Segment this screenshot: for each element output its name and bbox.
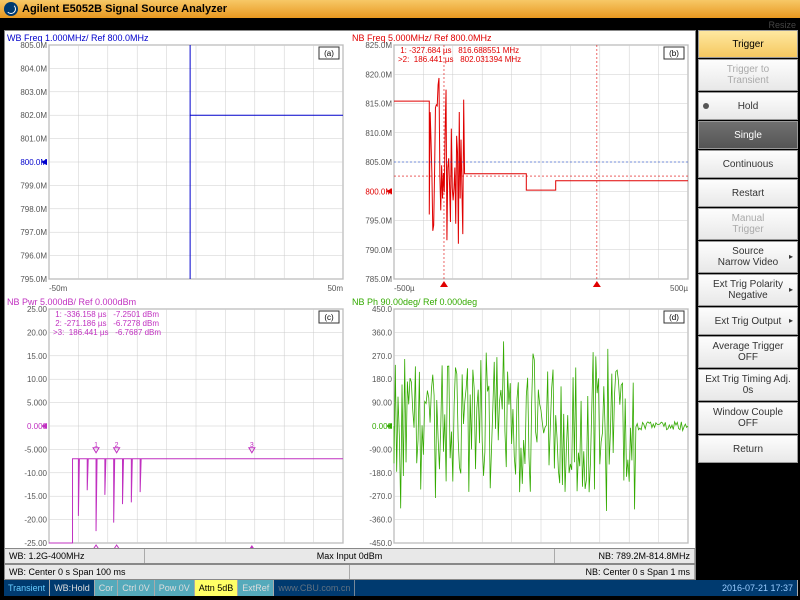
side-btn-11[interactable]: Ext Trig Timing Adj. 0s: [698, 369, 798, 401]
app-title: Agilent E5052B Signal Source Analyzer: [22, 3, 227, 15]
svg-text:790.0M: 790.0M: [365, 246, 392, 255]
svg-text:810.0M: 810.0M: [365, 129, 392, 138]
svg-text:825.0M: 825.0M: [365, 41, 392, 50]
svg-text:360.0: 360.0: [372, 328, 393, 337]
svg-text:798.0M: 798.0M: [20, 205, 47, 214]
svg-text:-5.000: -5.000: [24, 445, 47, 454]
side-btn-5[interactable]: Restart: [698, 179, 798, 207]
status-cell-2: Pow 0V: [155, 580, 195, 596]
side-btn-1[interactable]: Trigger to Transient: [698, 59, 798, 91]
svg-text:15.00: 15.00: [27, 352, 48, 361]
watermark: www.CBU.com.cn: [274, 580, 355, 596]
side-btn-6[interactable]: Manual Trigger: [698, 208, 798, 240]
side-btn-10[interactable]: Average Trigger OFF: [698, 336, 798, 368]
side-btn-9[interactable]: Ext Trig Output▸: [698, 307, 798, 335]
svg-text:805.0M: 805.0M: [365, 158, 392, 167]
svg-text:1: 1: [94, 442, 98, 449]
status-cell-4: ExtRef: [238, 580, 274, 596]
svg-text:-15.00: -15.00: [24, 492, 47, 501]
status-wb-span: WB: Center 0 s Span 100 ms: [5, 565, 350, 579]
trig-state: WB: Hold: [50, 580, 95, 596]
status-wb: WB: 1.2G-400MHz: [5, 549, 145, 563]
svg-text:795.0M: 795.0M: [20, 275, 47, 284]
mode-transient[interactable]: Transient: [4, 580, 50, 596]
svg-text:802.0M: 802.0M: [20, 111, 47, 120]
status-cell-1: Ctrl 0V: [118, 580, 155, 596]
svg-text:795.0M: 795.0M: [365, 217, 392, 226]
side-btn-0[interactable]: Trigger: [698, 30, 798, 58]
svg-text:(d): (d): [669, 313, 679, 322]
svg-text:801.0M: 801.0M: [20, 135, 47, 144]
svg-text:5.000: 5.000: [27, 399, 48, 408]
side-btn-7[interactable]: Source Narrow Video▸: [698, 241, 798, 273]
svg-text:804.0M: 804.0M: [20, 64, 47, 73]
side-btn-8[interactable]: Ext Trig Polarity Negative▸: [698, 274, 798, 306]
svg-text:25.00: 25.00: [27, 305, 48, 314]
side-btn-13[interactable]: Return: [698, 435, 798, 463]
datetime: 2016-07-21 17:37: [718, 580, 798, 596]
svg-text:799.0M: 799.0M: [20, 181, 47, 190]
svg-text:500µ: 500µ: [670, 284, 688, 293]
svg-text:-500µ: -500µ: [394, 284, 415, 293]
side-btn-4[interactable]: Continuous: [698, 150, 798, 178]
status-nb: NB: 789.2M-814.8MHz: [555, 549, 695, 563]
svg-text:803.0M: 803.0M: [20, 88, 47, 97]
svg-text:50m: 50m: [327, 284, 343, 293]
svg-text:2: 2: [115, 442, 119, 449]
svg-text:3: 3: [250, 442, 254, 449]
bottom-bar: Transient WB: Hold CorCtrl 0VPow 0VAttn …: [4, 580, 798, 596]
svg-text:90.00: 90.00: [372, 399, 393, 408]
titlebar: Agilent E5052B Signal Source Analyzer: [0, 0, 800, 18]
svg-text:-10.00: -10.00: [24, 469, 47, 478]
status-maxinput: Max Input 0dBm: [145, 549, 555, 563]
svg-text:20.00: 20.00: [27, 328, 48, 337]
svg-text:10.00: 10.00: [27, 375, 48, 384]
svg-text:(b): (b): [669, 49, 679, 58]
side-btn-2[interactable]: Hold: [698, 92, 798, 120]
svg-text:815.0M: 815.0M: [365, 100, 392, 109]
svg-text:-50m: -50m: [49, 284, 68, 293]
svg-text:NB Ph 90.00deg/ Ref 0.000deg: NB Ph 90.00deg/ Ref 0.000deg: [352, 297, 477, 307]
status-row-2: WB: Center 0 s Span 100 ms NB: Center 0 …: [4, 564, 696, 580]
svg-text:-20.00: -20.00: [24, 516, 47, 525]
status-nb-span: NB: Center 0 s Span 1 ms: [350, 565, 695, 579]
status-cell-3: Attn 5dB: [195, 580, 239, 596]
sidebar: TriggerTrigger to TransientHoldSingleCon…: [698, 30, 798, 560]
svg-text:-180.0: -180.0: [369, 469, 392, 478]
svg-text:797.0M: 797.0M: [20, 228, 47, 237]
svg-text:796.0M: 796.0M: [20, 252, 47, 261]
status-cell-0: Cor: [95, 580, 119, 596]
svg-text:-270.0: -270.0: [369, 492, 392, 501]
resize-label[interactable]: Resize: [768, 20, 796, 30]
side-btn-3[interactable]: Single: [698, 121, 798, 149]
svg-text:-90.00: -90.00: [369, 445, 392, 454]
svg-text:-25.00: -25.00: [24, 539, 47, 548]
svg-text:180.0: 180.0: [372, 375, 393, 384]
svg-text:-360.0: -360.0: [369, 516, 392, 525]
side-btn-12[interactable]: Window Couple OFF: [698, 402, 798, 434]
chart-area: WB Freq 1.000MHz/ Ref 800.0MHz805.0M804.…: [4, 30, 696, 560]
svg-text:820.0M: 820.0M: [365, 70, 392, 79]
svg-text:(a): (a): [324, 49, 334, 58]
svg-text:785.0M: 785.0M: [365, 275, 392, 284]
svg-text:(c): (c): [324, 313, 334, 322]
svg-text:270.0: 270.0: [372, 352, 393, 361]
svg-text:-450.0: -450.0: [369, 539, 392, 548]
svg-text:450.0: 450.0: [372, 305, 393, 314]
agilent-logo-icon: [4, 2, 18, 16]
status-row-1: WB: 1.2G-400MHz Max Input 0dBm NB: 789.2…: [4, 548, 696, 564]
svg-text:805.0M: 805.0M: [20, 41, 47, 50]
